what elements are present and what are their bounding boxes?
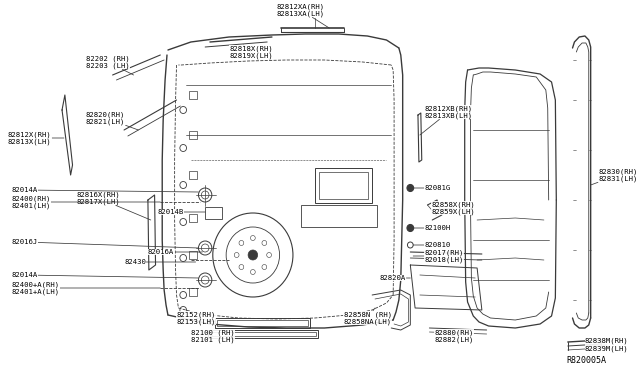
Text: 82400(RH)
82401(LH): 82400(RH) 82401(LH) — [12, 195, 160, 209]
Bar — [208, 330, 317, 338]
Text: 82830(RH)
82831(LH): 82830(RH) 82831(LH) — [591, 168, 637, 185]
Bar — [189, 171, 196, 179]
Bar — [189, 214, 196, 222]
Circle shape — [248, 250, 258, 260]
Bar — [301, 205, 377, 227]
Text: R820005A: R820005A — [566, 356, 606, 365]
Text: 82858N (RH)
82858NA(LH): 82858N (RH) 82858NA(LH) — [344, 308, 392, 325]
Bar — [189, 288, 196, 296]
Text: 82014A: 82014A — [12, 272, 198, 278]
Bar — [205, 207, 222, 219]
Bar — [189, 131, 196, 139]
Text: 82016A: 82016A — [148, 249, 202, 255]
Bar — [319, 172, 369, 199]
Text: 82858X(RH)
82859X(LH): 82858X(RH) 82859X(LH) — [431, 201, 475, 215]
Text: 82152(RH)
82153(LH): 82152(RH) 82153(LH) — [177, 311, 216, 325]
Text: 82014B: 82014B — [157, 209, 205, 215]
Bar — [210, 332, 316, 336]
Text: 82812XB(RH)
82813XB(LH): 82812XB(RH) 82813XB(LH) — [420, 105, 473, 135]
Text: 82430: 82430 — [124, 259, 196, 265]
Text: 82820A: 82820A — [380, 275, 410, 281]
Bar — [189, 91, 196, 99]
Circle shape — [407, 185, 413, 192]
Text: 82820(RH)
82821(LH): 82820(RH) 82821(LH) — [86, 111, 138, 130]
Text: 82818X(RH)
82819X(LH): 82818X(RH) 82819X(LH) — [229, 45, 273, 59]
Text: 82812X(RH)
82813X(LH): 82812X(RH) 82813X(LH) — [8, 131, 64, 145]
Bar — [214, 318, 310, 328]
Text: 82816X(RH)
82817X(LH): 82816X(RH) 82817X(LH) — [76, 191, 151, 220]
Text: 82100H: 82100H — [413, 225, 451, 231]
Bar — [189, 251, 196, 259]
Text: 82880(RH)
82882(LH): 82880(RH) 82882(LH) — [434, 329, 474, 343]
Text: 82017(RH)
82018(LH): 82017(RH) 82018(LH) — [413, 249, 464, 263]
Text: 82202 (RH)
82203 (LH): 82202 (RH) 82203 (LH) — [86, 55, 134, 75]
Circle shape — [407, 224, 413, 231]
Text: 82400+A(RH)
82401+A(LH): 82400+A(RH) 82401+A(LH) — [12, 281, 160, 295]
Text: 82838M(RH)
82839M(LH): 82838M(RH) 82839M(LH) — [585, 338, 628, 352]
Text: 82014A: 82014A — [12, 187, 198, 193]
Text: 820810: 820810 — [413, 242, 451, 248]
Text: 82081G: 82081G — [413, 185, 451, 191]
Bar — [315, 168, 372, 203]
Text: 82016J: 82016J — [12, 239, 198, 248]
Bar — [216, 320, 308, 326]
Text: 82812XA(RH)
82813XA(LH): 82812XA(RH) 82813XA(LH) — [276, 3, 329, 28]
Text: 82100 (RH)
82101 (LH): 82100 (RH) 82101 (LH) — [191, 329, 235, 343]
